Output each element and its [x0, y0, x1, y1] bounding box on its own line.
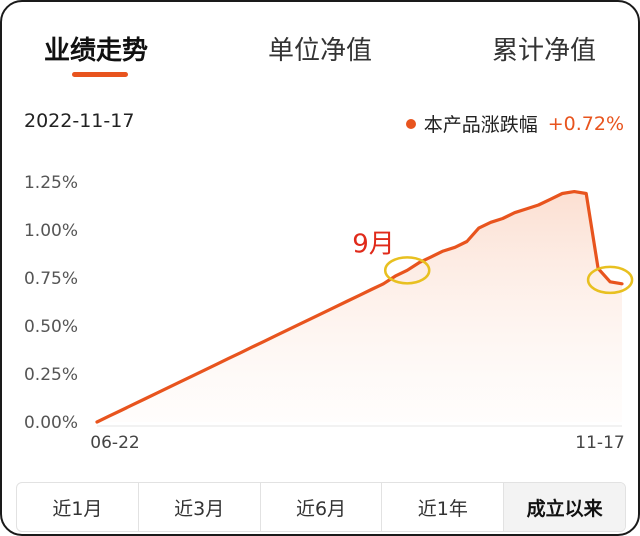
period-6-months[interactable]: 近6月: [261, 483, 383, 531]
legend-dot-icon: [405, 118, 416, 129]
active-tab-indicator: [72, 72, 128, 77]
chart-date: 2022-11-17: [24, 110, 135, 132]
tab-unit-nav[interactable]: 单位净值: [268, 36, 373, 66]
period-1-year[interactable]: 近1年: [382, 483, 505, 531]
y-tick-label: 0.25%: [24, 365, 78, 385]
period-selector: 近1月 近3月 近6月 近1年 成立以来: [16, 482, 626, 532]
x-axis: 06-22 11-17: [90, 433, 624, 452]
y-axis: 0.00% 0.25% 0.50% 0.75% 1.00% 1.25%: [24, 173, 78, 433]
performance-chart: 0.00% 0.25% 0.50% 0.75% 1.00% 1.25% 06-22 11-1…: [24, 173, 634, 452]
legend-value: +0.72%: [547, 112, 624, 135]
tab-performance[interactable]: 业绩走势: [44, 36, 149, 66]
x-tick-start: 06-22: [90, 433, 139, 452]
y-tick-label: 0.00%: [24, 413, 78, 433]
y-tick-label: 1.00%: [24, 221, 78, 241]
y-tick-label: 0.50%: [24, 317, 78, 337]
tab-cumulative-nav[interactable]: 累计净值: [492, 36, 597, 66]
series-area: [97, 191, 622, 422]
chart-legend: 本产品涨跌幅 +0.72%: [405, 110, 624, 137]
series-line: [95, 190, 624, 424]
period-3-months[interactable]: 近3月: [139, 483, 261, 531]
tab-bar: 业绩走势 单位净值 累计净值: [2, 2, 638, 94]
plot-area: [95, 190, 624, 427]
annotations: 9月: [352, 229, 634, 295]
x-tick-end: 11-17: [575, 433, 624, 452]
period-since-inception[interactable]: 成立以来: [504, 483, 625, 531]
annotation-circle: [383, 256, 431, 285]
annotation-label: 9月: [352, 229, 395, 259]
legend-label: 本产品涨跌幅: [423, 114, 538, 136]
annotation-circle: [586, 265, 634, 295]
period-1-month[interactable]: 近1月: [17, 483, 139, 531]
y-tick-label: 1.25%: [24, 173, 78, 193]
y-tick-label: 0.75%: [24, 269, 78, 289]
